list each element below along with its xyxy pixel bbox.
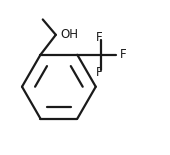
Text: F: F [96, 66, 103, 79]
Text: F: F [120, 48, 126, 61]
Text: F: F [96, 31, 103, 44]
Text: OH: OH [60, 28, 78, 41]
